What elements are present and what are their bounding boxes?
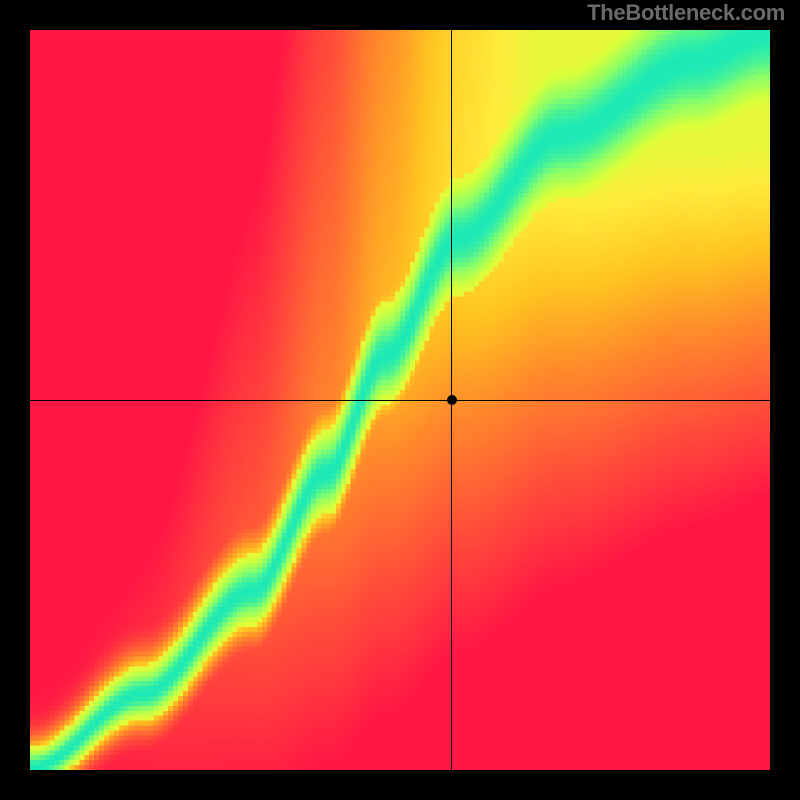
chart-container: TheBottleneck.com: [0, 0, 800, 800]
crosshair-point: [447, 395, 457, 405]
watermark-text: TheBottleneck.com: [587, 0, 785, 26]
crosshair-horizontal: [30, 400, 770, 401]
